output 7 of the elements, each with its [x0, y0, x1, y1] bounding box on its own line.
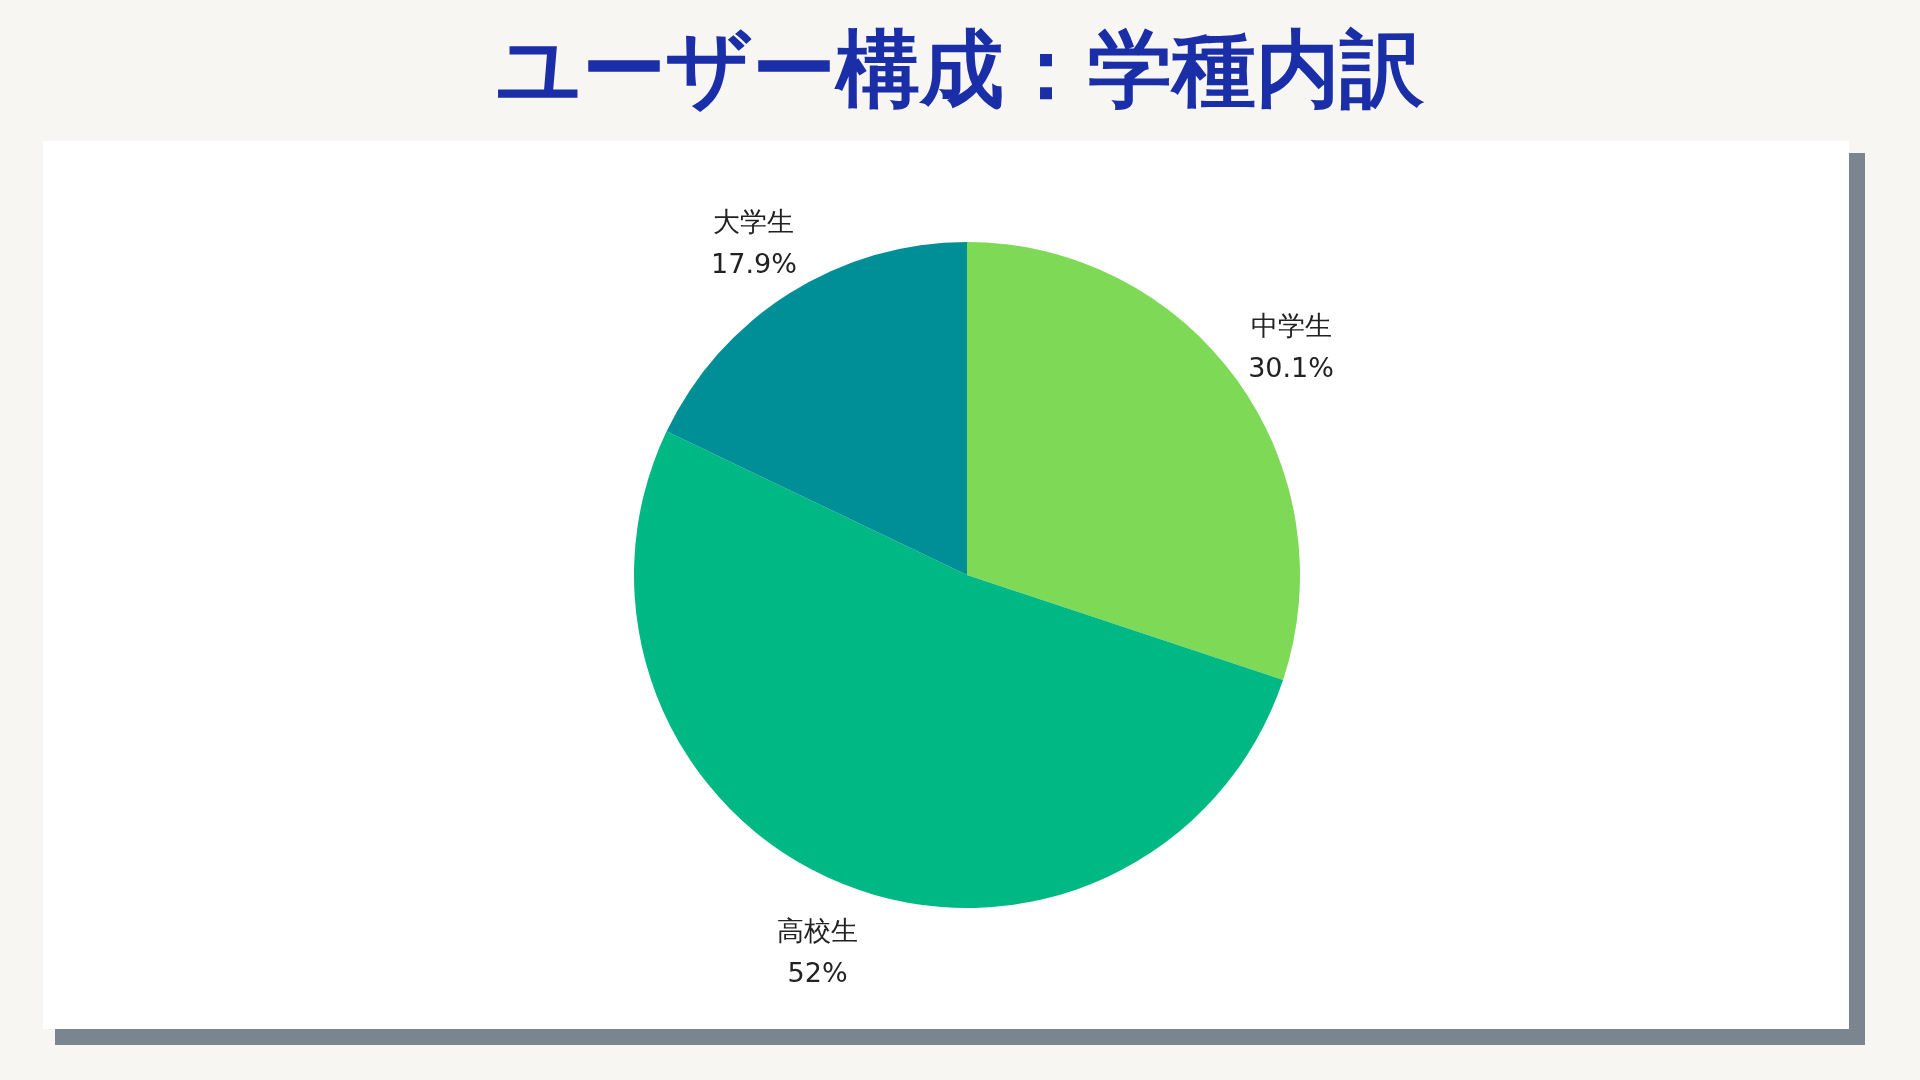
data-label: 17.9%	[711, 247, 797, 279]
slice-label: 中学生	[1250, 310, 1332, 342]
slice-label: 大学生	[713, 205, 795, 237]
data-label: 52%	[787, 956, 848, 988]
chart-title: ユーザー構成：学種内訳	[496, 20, 1425, 118]
slice-label: 高校生	[777, 914, 859, 946]
data-label: 30.1%	[1248, 352, 1334, 384]
